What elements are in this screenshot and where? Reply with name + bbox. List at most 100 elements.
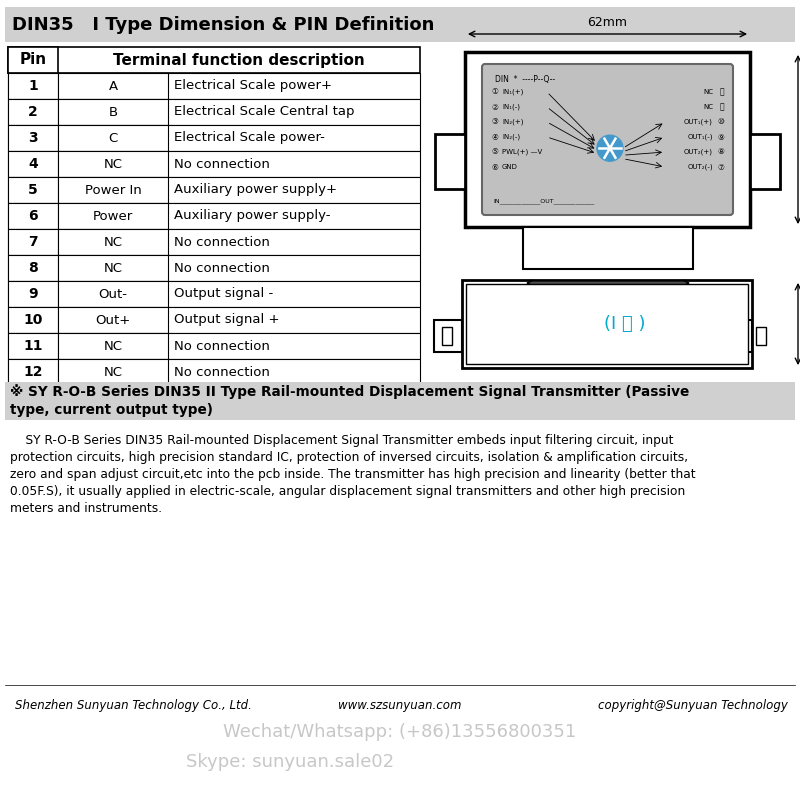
Bar	[8, 229, 420, 255]
Text: NC: NC	[103, 262, 122, 274]
Text: Skype: sunyuan.sale02: Skype: sunyuan.sale02	[186, 753, 394, 771]
Text: Power In: Power In	[85, 183, 142, 197]
Bar	[58, 99, 168, 125]
Bar	[58, 255, 168, 281]
Text: No connection: No connection	[174, 339, 270, 353]
Bar	[756, 327, 766, 345]
Text: No connection: No connection	[174, 158, 270, 170]
Text: ②: ②	[491, 102, 498, 111]
Text: ⑫: ⑫	[719, 87, 724, 97]
Text: IN_____________OUT_____________: IN_____________OUT_____________	[493, 198, 594, 204]
Text: 9: 9	[28, 287, 38, 301]
Bar	[8, 229, 58, 255]
Bar	[58, 151, 168, 177]
Text: No connection: No connection	[174, 366, 270, 378]
Text: IN₁(-): IN₁(-)	[502, 104, 520, 110]
Text: (Ⅰ 型 ): (Ⅰ 型 )	[604, 315, 645, 333]
Bar	[465, 52, 750, 227]
Bar	[8, 359, 420, 385]
Text: Auxiliary power supply+: Auxiliary power supply+	[174, 183, 337, 197]
Text: DIN35   I Type Dimension & PIN Definition: DIN35 I Type Dimension & PIN Definition	[12, 16, 434, 34]
Text: NC: NC	[103, 158, 122, 170]
Text: PWL(+) —V: PWL(+) —V	[502, 149, 542, 155]
Bar	[8, 47, 420, 73]
Text: ③: ③	[491, 118, 498, 126]
Bar	[8, 73, 420, 99]
Bar	[750, 134, 780, 189]
Text: zero and span adjust circuit,etc into the pcb inside. The transmitter has high p: zero and span adjust circuit,etc into th…	[10, 468, 696, 481]
Text: ⑨: ⑨	[717, 133, 724, 142]
Text: Pin: Pin	[19, 53, 46, 67]
Bar	[466, 284, 748, 364]
Text: NC: NC	[103, 366, 122, 378]
Bar	[8, 73, 58, 99]
Text: type, current output type): type, current output type)	[10, 403, 213, 417]
Text: IN₁(+): IN₁(+)	[502, 89, 523, 95]
Text: ⑧: ⑧	[717, 147, 724, 157]
Text: IN₂(+): IN₂(+)	[502, 118, 523, 126]
FancyBboxPatch shape	[482, 64, 733, 215]
Text: 0.05F.S), it usually applied in electric-scale, angular displacement signal tran: 0.05F.S), it usually applied in electric…	[10, 485, 686, 498]
Text: NC: NC	[103, 235, 122, 249]
Text: Electrical Scale Central tap: Electrical Scale Central tap	[174, 106, 354, 118]
Bar	[58, 177, 168, 203]
Text: Wechat/Whatsapp: (+86)13556800351: Wechat/Whatsapp: (+86)13556800351	[223, 723, 577, 741]
Text: ⑤: ⑤	[491, 147, 498, 157]
Text: Terminal function description: Terminal function description	[113, 53, 365, 67]
Bar	[730, 320, 752, 352]
Text: Output signal -: Output signal -	[174, 287, 274, 301]
Text: NC: NC	[103, 339, 122, 353]
Text: 83: 83	[599, 304, 615, 317]
Text: protection circuits, high precision standard IC, protection of inversed circuits: protection circuits, high precision stan…	[10, 451, 688, 464]
Text: 10: 10	[23, 313, 42, 327]
Text: ①: ①	[491, 87, 498, 97]
Bar	[523, 227, 693, 269]
Text: ※ SY R-O-B Series DIN35 II Type Rail-mounted Displacement Signal Transmitter (Pa: ※ SY R-O-B Series DIN35 II Type Rail-mou…	[10, 385, 690, 399]
Bar	[442, 327, 452, 345]
Text: Shenzhen Sunyuan Technology Co., Ltd.: Shenzhen Sunyuan Technology Co., Ltd.	[15, 699, 252, 712]
Text: Out-: Out-	[98, 287, 127, 301]
Text: 2: 2	[28, 105, 38, 119]
Bar	[8, 333, 58, 359]
Bar	[58, 125, 168, 151]
Text: 12: 12	[23, 365, 42, 379]
Bar	[8, 359, 58, 385]
Bar	[58, 359, 168, 385]
Text: ⑩: ⑩	[717, 118, 724, 126]
Circle shape	[597, 135, 623, 162]
Text: 6: 6	[28, 209, 38, 223]
Text: 3: 3	[28, 131, 38, 145]
Text: 35: 35	[600, 287, 616, 300]
Bar	[8, 307, 420, 333]
Text: ⑦: ⑦	[717, 162, 724, 171]
Text: OUT₂(-): OUT₂(-)	[687, 164, 713, 170]
Text: OUT₂(+): OUT₂(+)	[684, 149, 713, 155]
Text: Output signal +: Output signal +	[174, 314, 279, 326]
Bar	[8, 255, 58, 281]
Bar	[58, 229, 168, 255]
Bar	[8, 255, 420, 281]
Bar	[5, 7, 795, 42]
Text: NC: NC	[703, 89, 713, 95]
Text: Out+: Out+	[95, 314, 130, 326]
Text: DIN  *  ----P--Q--: DIN * ----P--Q--	[495, 75, 555, 84]
Bar	[58, 281, 168, 307]
Bar	[8, 151, 420, 177]
Text: A: A	[109, 79, 118, 93]
Bar	[8, 307, 58, 333]
Bar	[58, 307, 168, 333]
Text: ⑥: ⑥	[491, 162, 498, 171]
Text: 7: 7	[28, 235, 38, 249]
Text: 5: 5	[28, 183, 38, 197]
Text: copyright@Sunyuan Technology: copyright@Sunyuan Technology	[598, 699, 788, 712]
Text: C: C	[108, 131, 118, 145]
Bar	[8, 281, 420, 307]
Bar	[8, 125, 58, 151]
Bar	[8, 151, 58, 177]
Bar	[8, 47, 58, 73]
Bar	[462, 280, 752, 368]
Text: www.szsunyuan.com: www.szsunyuan.com	[338, 699, 462, 712]
Bar	[5, 382, 795, 420]
Bar	[8, 203, 420, 229]
Text: 11: 11	[23, 339, 42, 353]
